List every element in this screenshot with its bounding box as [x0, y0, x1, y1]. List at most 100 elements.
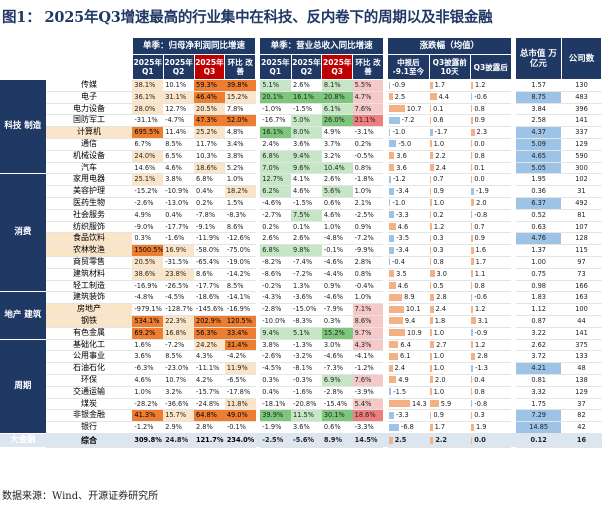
- revenue-growth-cell: 0.9%: [352, 221, 384, 234]
- price-change-bar: [389, 164, 395, 172]
- price-change-bar: [471, 175, 473, 183]
- spacer: [511, 315, 516, 328]
- price-change-value: -0.4: [392, 257, 405, 266]
- price-change-bar: [471, 152, 473, 160]
- revenue-growth-cell: 5.6%: [321, 185, 353, 198]
- price-change-bar: [430, 81, 433, 89]
- spacer: [511, 327, 516, 340]
- price-change-cell: -6.8: [388, 421, 430, 434]
- revenue-growth-cell: 2.6%: [260, 232, 292, 246]
- profit-growth-cell: -9.0%: [132, 221, 164, 234]
- price-change-bar: [389, 388, 392, 396]
- profit-growth-cell: 234.0%: [224, 433, 256, 448]
- spacer: [511, 103, 516, 115]
- price-change-bar: [389, 246, 395, 254]
- price-change-cell: -3.3: [388, 209, 430, 222]
- price-change-cell: 1.0: [429, 327, 471, 340]
- revenue-growth-cell: -0.5%: [352, 150, 384, 163]
- spacer: [255, 303, 261, 316]
- revenue-growth-cell: 1.3%: [291, 280, 322, 293]
- price-change-bar: [430, 329, 432, 337]
- price-change-cell: 5.9: [429, 398, 471, 411]
- price-change-value: -0.6: [474, 293, 488, 302]
- price-change-bar: [389, 258, 391, 266]
- revenue-growth-cell: -4.6%: [321, 256, 353, 269]
- price-change-value: 2.7: [436, 340, 447, 349]
- revenue-growth-cell: -4.6%: [260, 197, 292, 210]
- revenue-growth-cell: 2.8%: [352, 256, 384, 269]
- profit-growth-cell: -15.2%: [132, 185, 164, 198]
- price-change-value: 4.6: [397, 222, 409, 231]
- industry-name: 电力设备: [45, 103, 133, 116]
- spacer: [255, 327, 261, 340]
- price-change-bar: [471, 187, 474, 195]
- header-profit-group: 单季：归母净利润同比增速: [132, 38, 257, 55]
- revenue-growth-cell: -2.6%: [260, 350, 292, 364]
- price-change-bar: [471, 305, 473, 313]
- price-change-value: 1.7: [475, 257, 487, 266]
- spacer: [255, 315, 261, 328]
- company-count-cell: 163: [561, 291, 602, 305]
- table-row: 机械设备 24.0% 6.5% 10.3% 3.8% 6.8% 9.4% 3.2% -0.5% 3…: [0, 150, 602, 163]
- price-change-bar: [471, 199, 475, 207]
- profit-growth-cell: -4.5%: [163, 291, 194, 305]
- profit-growth-cell: 52.0%: [224, 114, 256, 128]
- price-change-bar: [389, 341, 399, 349]
- profit-growth-cell: -19.0%: [224, 256, 256, 269]
- revenue-growth-cell: 4.1%: [291, 173, 322, 187]
- spacer: [255, 103, 261, 115]
- revenue-growth-cell: 3.2%: [321, 150, 353, 163]
- revenue-growth-cell: 0.6%: [321, 197, 353, 210]
- profit-growth-cell: -10.9%: [163, 185, 194, 198]
- company-count-cell: 133: [561, 350, 602, 364]
- revenue-growth-cell: 4.9%: [321, 126, 353, 139]
- price-change-cell: 1.0: [429, 197, 471, 210]
- table-row: 医药生物 -2.6% -13.0% 0.2% 1.5% -4.6% -1.5% 0.6% 2.1…: [0, 197, 602, 210]
- company-count-cell: 81: [561, 209, 602, 222]
- price-change-value: 3.6: [396, 151, 407, 160]
- profit-growth-cell: 1.0%: [224, 173, 256, 187]
- spacer: [511, 79, 516, 92]
- spacer: [511, 232, 516, 245]
- price-change-bar: [389, 93, 393, 101]
- profit-growth-cell: -17.7%: [163, 221, 194, 234]
- spacer: [511, 221, 516, 233]
- revenue-growth-cell: 20.1%: [260, 91, 292, 104]
- revenue-growth-cell: 6.2%: [260, 185, 292, 198]
- profit-growth-cell: -28.2%: [132, 398, 164, 411]
- revenue-growth-cell: 10.4%: [321, 162, 353, 175]
- profit-growth-cell: 25.2%: [194, 126, 225, 139]
- price-change-value: 2.2: [435, 151, 446, 160]
- price-change-value: 4.9: [398, 375, 409, 384]
- revenue-growth-cell: 5.0%: [291, 114, 322, 128]
- data-table: 单季：归母净利润同比增速 单季：营业总收入同比增速 涨跌幅（均值） 总市值 万亿…: [0, 38, 602, 448]
- price-change-value: 1.0: [433, 387, 445, 396]
- spacer: [255, 79, 261, 92]
- profit-growth-cell: 10.1%: [163, 79, 194, 92]
- price-change-value: 0.3: [433, 234, 444, 243]
- price-change-value: -3.3: [395, 411, 409, 420]
- price-change-cell: 2.3: [470, 126, 512, 139]
- sector-label: 周期: [0, 339, 46, 434]
- profit-growth-cell: 10.7%: [163, 374, 194, 387]
- revenue-growth-cell: 1.0%: [352, 185, 384, 198]
- spacer: [511, 256, 516, 269]
- revenue-growth-cell: -0.4%: [352, 280, 384, 293]
- price-change-cell: 3.0: [429, 268, 471, 281]
- industry-name: 医药生物: [45, 197, 133, 210]
- revenue-growth-cell: -7.4%: [291, 256, 322, 269]
- profit-growth-cell: 39.8%: [224, 79, 256, 92]
- price-change-cell: 1.2: [470, 79, 512, 92]
- spacer: [383, 303, 389, 316]
- price-change-value: 2.2: [435, 436, 448, 444]
- price-change-bar: [471, 388, 473, 396]
- price-change-cell: 0.7: [470, 221, 512, 234]
- profit-growth-cell: -7.2%: [163, 339, 194, 352]
- header-company-count: 公司数: [561, 38, 602, 80]
- industry-name: 综合: [45, 433, 133, 448]
- spacer: [383, 291, 389, 304]
- spacer: [255, 162, 261, 174]
- company-count-cell: 129: [561, 138, 602, 151]
- price-change-bar: [430, 246, 432, 254]
- table-row: 农林牧渔 1500.5% 16.9% -58.0% -75.0% 6.8% 9.8% -0.1…: [0, 244, 602, 257]
